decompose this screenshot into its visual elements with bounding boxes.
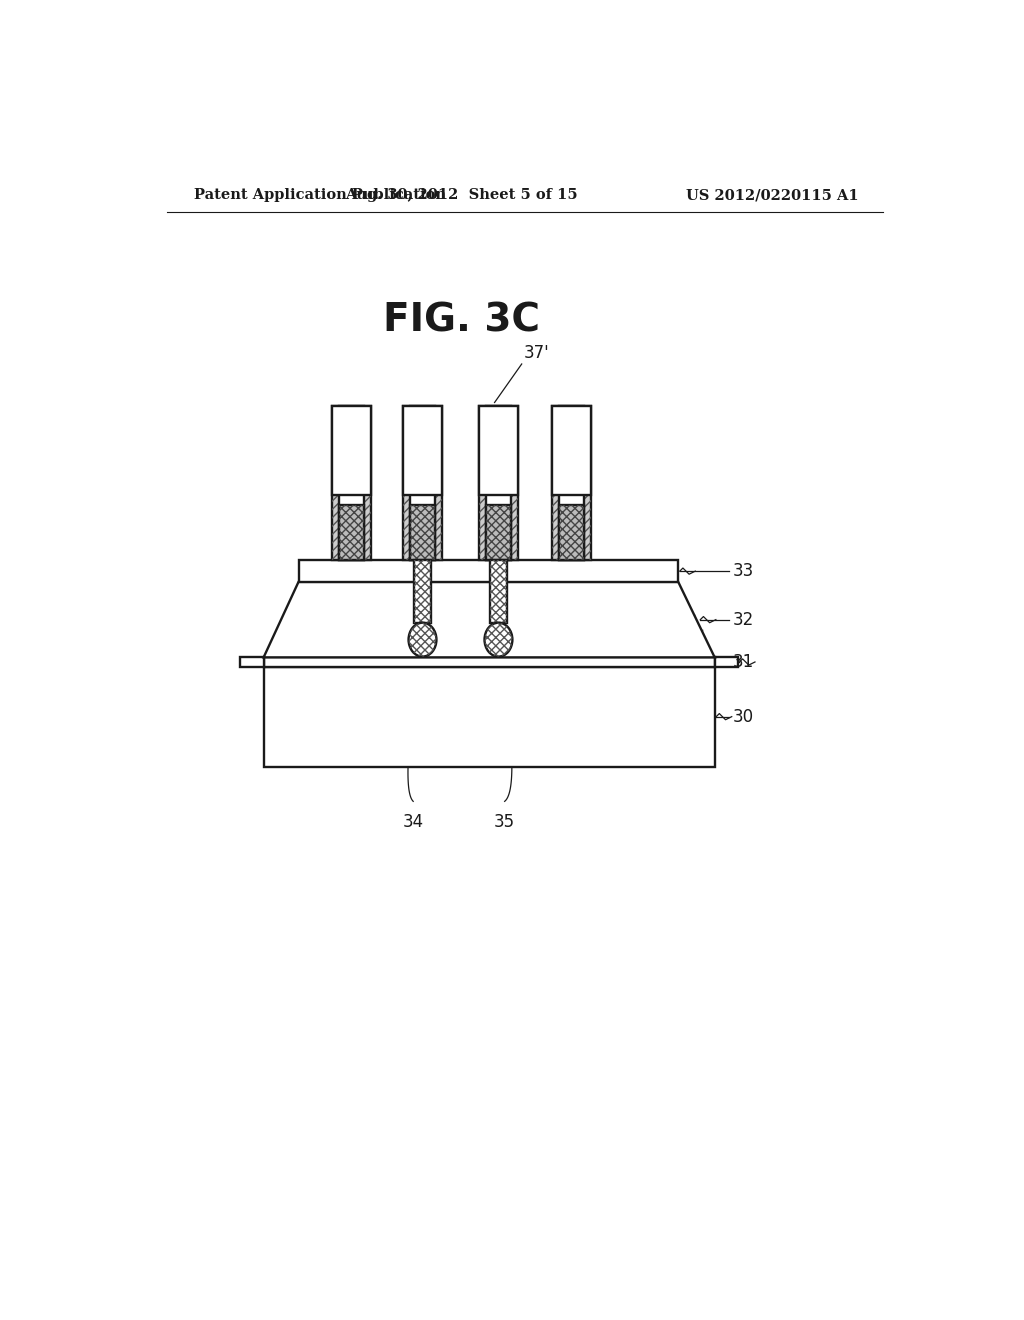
Polygon shape	[403, 407, 442, 561]
Text: 32: 32	[732, 611, 754, 628]
Polygon shape	[486, 506, 511, 561]
Polygon shape	[332, 407, 371, 561]
Polygon shape	[479, 407, 518, 495]
Text: 30: 30	[732, 708, 754, 726]
Polygon shape	[552, 407, 591, 495]
Ellipse shape	[484, 623, 512, 656]
Polygon shape	[263, 582, 715, 657]
Text: 37': 37'	[523, 343, 549, 362]
Polygon shape	[299, 561, 678, 582]
Ellipse shape	[409, 623, 436, 656]
Polygon shape	[263, 667, 715, 767]
Polygon shape	[715, 657, 738, 667]
Polygon shape	[552, 407, 591, 561]
Polygon shape	[332, 407, 371, 495]
Text: Aug. 30, 2012  Sheet 5 of 15: Aug. 30, 2012 Sheet 5 of 15	[345, 189, 578, 202]
Polygon shape	[559, 407, 584, 561]
Polygon shape	[559, 506, 584, 561]
Text: 35: 35	[495, 813, 515, 830]
Polygon shape	[403, 407, 442, 495]
Polygon shape	[414, 561, 431, 623]
Polygon shape	[410, 407, 435, 561]
Polygon shape	[241, 657, 263, 667]
Polygon shape	[410, 506, 435, 561]
Polygon shape	[486, 407, 511, 561]
Text: 31: 31	[732, 653, 754, 671]
Text: Patent Application Publication: Patent Application Publication	[194, 189, 445, 202]
Text: 34: 34	[402, 813, 424, 830]
Text: US 2012/0220115 A1: US 2012/0220115 A1	[686, 189, 859, 202]
Polygon shape	[339, 407, 364, 561]
Text: 33: 33	[732, 562, 754, 579]
Text: FIG. 3C: FIG. 3C	[383, 301, 540, 339]
Polygon shape	[479, 407, 518, 561]
Polygon shape	[263, 657, 715, 667]
Polygon shape	[339, 506, 364, 561]
Polygon shape	[489, 561, 507, 623]
